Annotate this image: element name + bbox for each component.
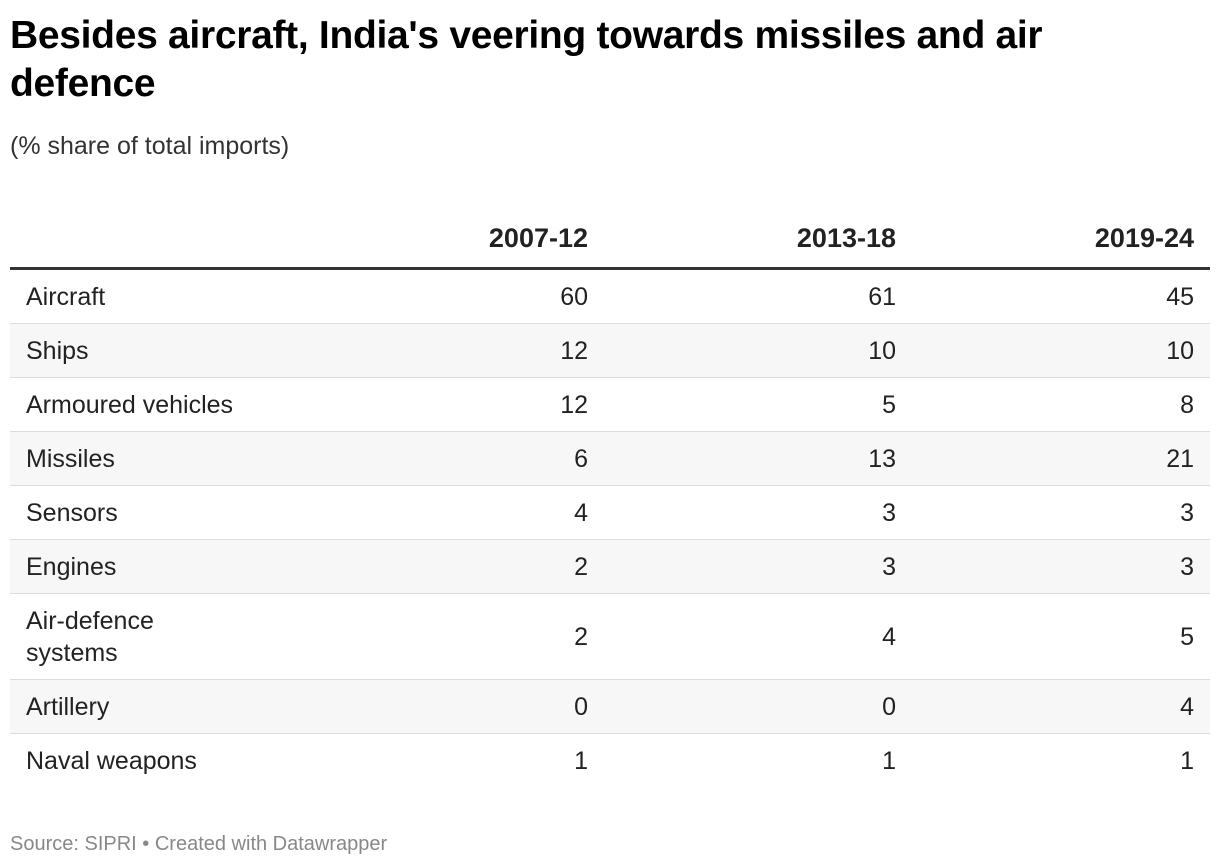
table-cell: 60 xyxy=(560,283,588,311)
row-label: Aircraft xyxy=(26,283,106,311)
row-label: Armoured vehicles xyxy=(26,391,234,419)
table-cell: 1 xyxy=(882,747,896,775)
table-cell: 3 xyxy=(882,499,896,527)
table-row: Artillery 0 0 4 xyxy=(10,680,1210,734)
table-cell: 21 xyxy=(1166,445,1194,473)
row-label: Engines xyxy=(26,553,117,581)
table-row: Engines 2 3 3 xyxy=(10,540,1210,594)
table-cell: 6 xyxy=(574,445,588,473)
table-cell: 3 xyxy=(882,553,896,581)
chart-footer: Source: SIPRI • Created with Datawrapper xyxy=(10,830,387,858)
column-header-2013-18[interactable]: 2013-18 xyxy=(796,223,896,253)
table-cell: 2 xyxy=(574,553,588,581)
table-row: Sensors 4 3 3 xyxy=(10,486,1210,540)
table-cell: 1 xyxy=(1180,747,1194,775)
table-cell: 0 xyxy=(574,693,588,721)
table-cell: 13 xyxy=(868,445,896,473)
row-label: Missiles xyxy=(26,445,115,473)
row-label: Sensors xyxy=(26,499,118,527)
table-cell: 4 xyxy=(574,499,588,527)
table-cell: 0 xyxy=(882,693,896,721)
table-row: Ships 12 10 10 xyxy=(10,324,1210,378)
footer-separator: • xyxy=(136,833,155,855)
row-label: Ships xyxy=(26,337,89,365)
table-cell: 3 xyxy=(1180,553,1194,581)
table-cell: 5 xyxy=(882,391,896,419)
table-cell: 12 xyxy=(560,391,588,419)
row-label: Artillery xyxy=(26,693,110,721)
table-header: 2007-12 2013-18 2019-24 xyxy=(10,210,1210,270)
source-note: Source: SIPRI xyxy=(10,833,137,855)
table-cell: 3 xyxy=(1180,499,1194,527)
data-table: 2007-12 2013-18 2019-24 Aircraft 60 61 4… xyxy=(10,210,1210,788)
table-cell: 2 xyxy=(574,623,588,651)
table-cell: 10 xyxy=(868,337,896,365)
table-cell: 8 xyxy=(1180,391,1194,419)
table-cell: 45 xyxy=(1166,283,1194,311)
chart-title: Besides aircraft, India's veering toward… xyxy=(10,14,1043,105)
row-label: Air-defence systems xyxy=(26,607,154,667)
table-row: Aircraft 60 61 45 xyxy=(10,270,1210,324)
table-cell: 61 xyxy=(868,283,896,311)
column-header-2019-24[interactable]: 2019-24 xyxy=(1094,223,1194,253)
table-cell: 12 xyxy=(560,337,588,365)
table-cell: 10 xyxy=(1166,337,1194,365)
datawrapper-credit-link[interactable]: Created with Datawrapper xyxy=(154,833,388,855)
column-header-2007-12[interactable]: 2007-12 xyxy=(488,223,588,253)
table-row: Naval weapons 1 1 1 xyxy=(10,734,1210,788)
table-row: Armoured vehicles 12 5 8 xyxy=(10,378,1210,432)
table-cell: 4 xyxy=(1180,693,1194,721)
table-cell: 4 xyxy=(882,623,896,651)
table-cell: 1 xyxy=(574,747,588,775)
table-row: Missiles 6 13 21 xyxy=(10,432,1210,486)
row-label: Naval weapons xyxy=(26,747,197,775)
table-cell: 5 xyxy=(1180,623,1194,651)
table-row: Air-defence systems 2 4 5 xyxy=(10,594,1210,680)
chart-subtitle: (% share of total imports) xyxy=(10,132,290,160)
